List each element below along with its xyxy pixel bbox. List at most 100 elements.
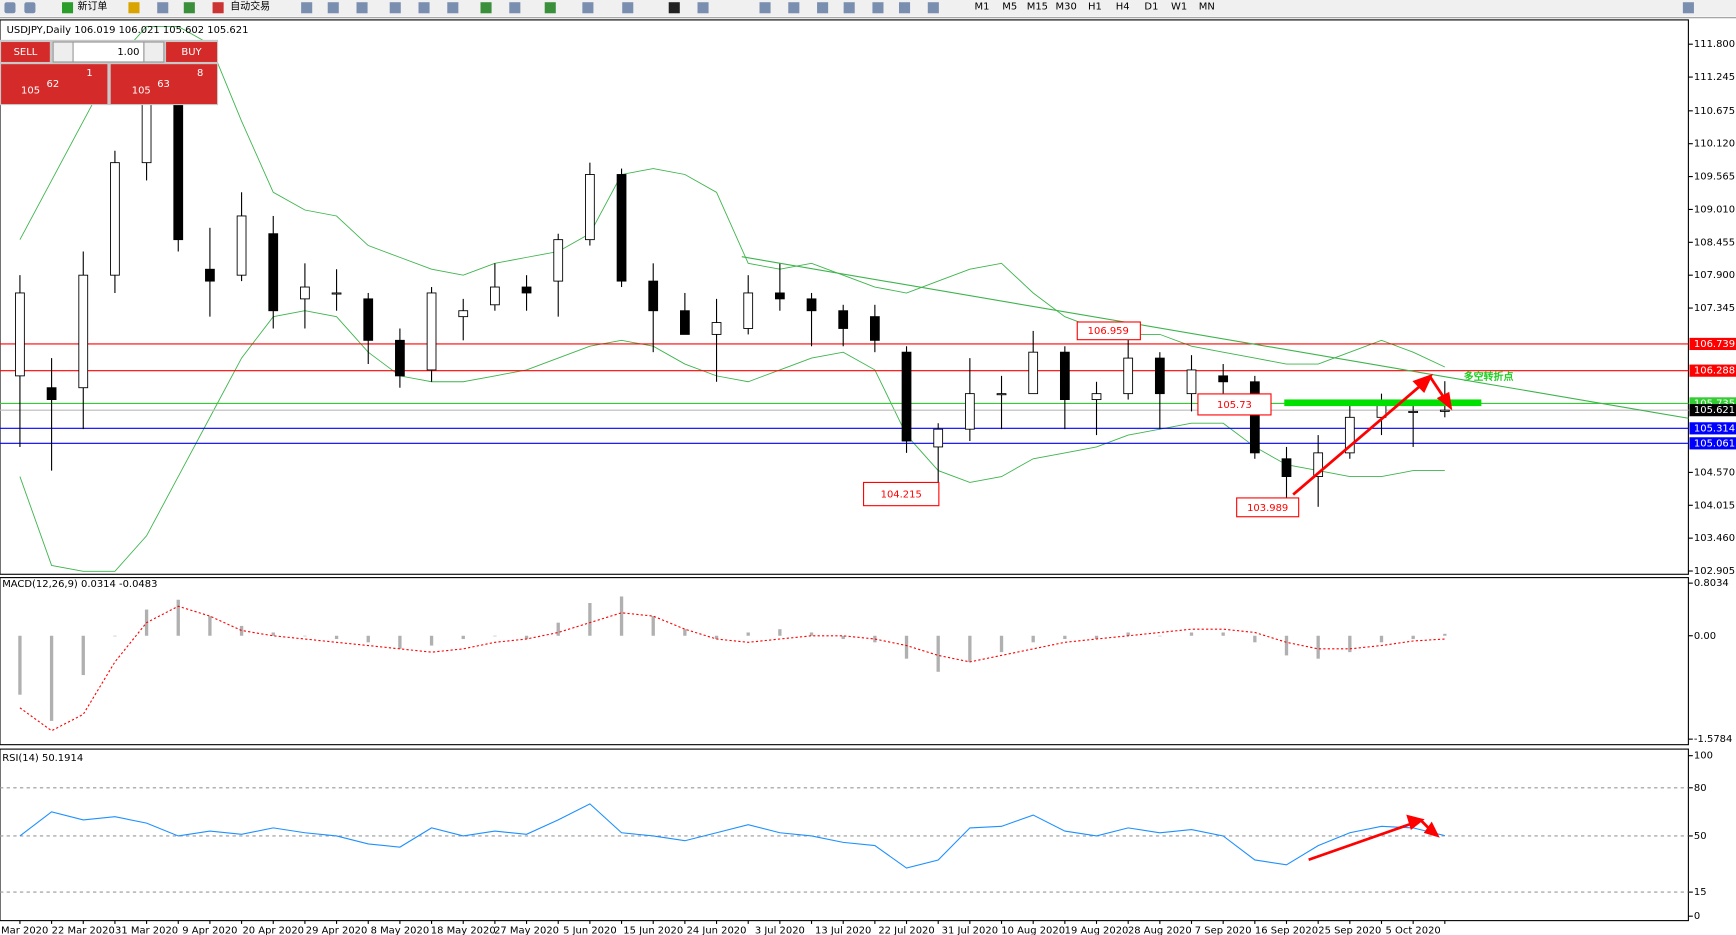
timeframe-button[interactable]: M1 — [975, 2, 990, 13]
candle-body — [1249, 381, 1260, 454]
buy-button[interactable] — [166, 42, 217, 62]
macd-bar — [303, 635, 307, 637]
macd-bar — [588, 603, 592, 636]
timeframe-button[interactable]: M15 — [1027, 2, 1048, 13]
y-tick-label: 100 — [1694, 751, 1713, 762]
annotation-box: 105.73 — [1197, 393, 1272, 416]
lot-up[interactable] — [143, 41, 165, 63]
timeframe-button[interactable]: W1 — [1171, 2, 1187, 13]
timeframe-button[interactable]: M5 — [1002, 2, 1017, 13]
y-tick-label: 107.900 — [1694, 270, 1735, 281]
macd-bar — [461, 635, 465, 640]
candle-body — [1344, 416, 1355, 454]
y-tick-label: 109.565 — [1694, 172, 1735, 183]
macd-bar — [936, 635, 940, 672]
x-tick-label: 9 Apr 2020 — [182, 926, 237, 935]
timeframe-button[interactable]: H1 — [1088, 2, 1102, 13]
ask-small: 8 — [197, 68, 203, 79]
toolbar-button[interactable]: 新订单 — [78, 0, 108, 13]
annotation-text: 103.989 — [1247, 503, 1288, 514]
macd-bar — [239, 625, 244, 636]
macd-bar — [1348, 635, 1352, 653]
macd-bar — [683, 629, 687, 636]
candle-body — [1408, 410, 1419, 413]
bid-box[interactable] — [1, 64, 108, 105]
candle-body — [395, 339, 405, 377]
candle-body — [426, 292, 437, 371]
trend-line — [741, 256, 1689, 419]
y-tick-label: 0 — [1694, 911, 1700, 922]
one-click-trading: SELL 1.00 BUY 105 62 1 105 63 8 — [0, 39, 219, 106]
macd-bar — [1031, 635, 1035, 643]
candle-body — [46, 387, 57, 401]
rsi-line — [19, 803, 1445, 869]
candle-body — [901, 351, 912, 442]
x-tick-label: 7 Sep 2020 — [1195, 926, 1252, 935]
price-level-label: 106.288 — [1694, 366, 1735, 377]
y-tick-label: 104.015 — [1694, 500, 1735, 511]
symbol-header: USDJPY,Daily 106.019 106.021 105.602 105… — [7, 25, 249, 36]
plot: 111.800 111.245 110.675 110.120 109.565 109.0… — [0, 26, 1736, 935]
candle-body — [15, 292, 25, 377]
timeframe-button[interactable]: M30 — [1056, 2, 1077, 13]
macd-bar — [746, 632, 750, 636]
candle-body — [300, 286, 310, 300]
annotation-text: 105.73 — [1217, 400, 1252, 411]
y-tick-label: 107.345 — [1694, 303, 1735, 314]
macd-bar — [366, 635, 370, 643]
macd-bar — [619, 596, 624, 636]
x-tick-label: 29 Apr 2020 — [306, 926, 368, 935]
macd-bar — [176, 599, 180, 636]
toolbar-button[interactable]: 自动交易 — [230, 0, 270, 13]
bid-big: 105 — [21, 86, 40, 97]
candle-body — [1028, 351, 1039, 395]
price-panel — [0, 19, 1689, 575]
ask-box[interactable] — [110, 64, 217, 105]
macd-bar — [334, 635, 339, 640]
candle-body — [331, 292, 342, 295]
price-level-tag — [1689, 404, 1736, 417]
x-tick-label: 28 Aug 2020 — [1128, 926, 1192, 935]
candle-body — [869, 316, 880, 341]
lot-down[interactable] — [52, 41, 74, 63]
timeframe-button[interactable]: MN — [1199, 2, 1215, 13]
y-tick-label: 111.245 — [1694, 72, 1735, 83]
macd-bar — [524, 635, 529, 640]
x-tick-label: 25 Sep 2020 — [1318, 926, 1381, 935]
candle-body — [1186, 369, 1197, 395]
bollinger-band — [19, 26, 1446, 368]
macd-bar — [1411, 635, 1415, 640]
price-level-tag — [1689, 437, 1736, 450]
candle-body — [680, 310, 690, 335]
candle-body — [1091, 393, 1102, 401]
x-tick-label: 24 Jun 2020 — [687, 926, 747, 935]
candle-body — [78, 274, 89, 389]
x-tick-label: 18 May 2020 — [431, 926, 496, 935]
sell-button[interactable] — [1, 42, 50, 62]
macd-bar — [49, 635, 54, 721]
timeframe-button[interactable]: H4 — [1116, 2, 1130, 13]
macd-bar — [809, 632, 814, 636]
candle-body — [1313, 452, 1324, 477]
buy-label: BUY — [181, 47, 202, 58]
signal-line — [19, 605, 1445, 732]
macd-bar — [429, 635, 434, 646]
macd-bar — [1158, 635, 1162, 637]
y-tick-label: 110.675 — [1694, 106, 1735, 117]
candle-body — [711, 322, 722, 335]
macd-bar — [1253, 635, 1257, 643]
ask-big: 105 — [132, 86, 151, 97]
arrows — [1292, 373, 1453, 862]
macd-bar — [556, 622, 560, 636]
macd-bar — [1094, 635, 1099, 640]
candle-body — [553, 239, 564, 282]
macd-bar — [873, 635, 877, 643]
timeframe-button[interactable]: D1 — [1144, 2, 1158, 13]
x-tick-label: 5 Jun 2020 — [563, 926, 617, 935]
price-level-label: 105.061 — [1694, 438, 1735, 449]
macd-bar — [1063, 635, 1067, 640]
candle-body — [775, 292, 785, 300]
y-tick-label: 110.120 — [1694, 139, 1735, 150]
candle-body — [1059, 351, 1070, 401]
